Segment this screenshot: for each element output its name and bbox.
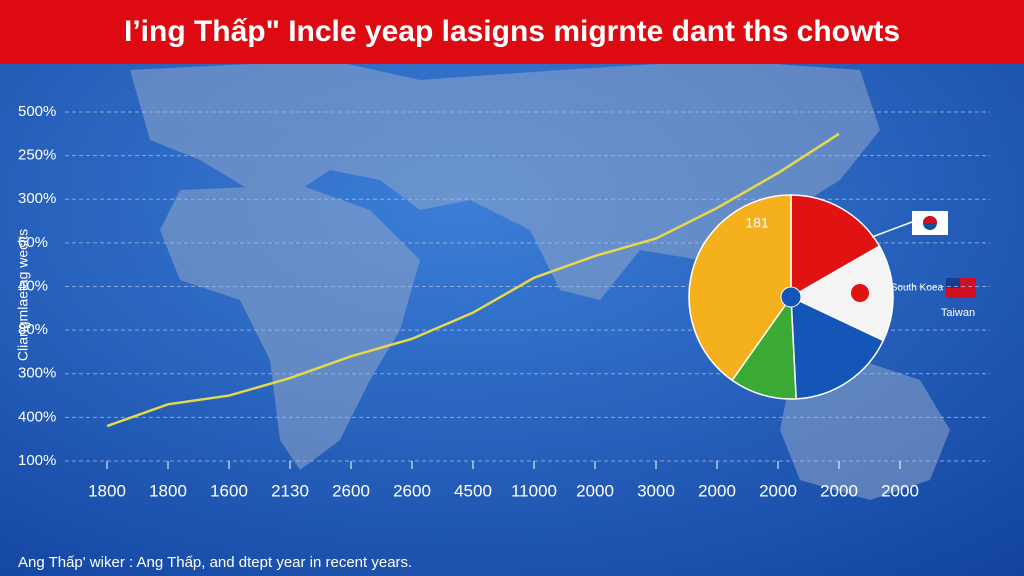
pie-label: South Koea [891, 283, 944, 294]
pointer [871, 221, 913, 238]
y-tick-label: 60% [18, 234, 48, 251]
pie-slice [731, 294, 797, 400]
flag-dot [851, 284, 869, 302]
x-tick-label: 1600 [210, 481, 248, 500]
x-tick-label: 2000 [881, 481, 919, 500]
x-tick-label: 2600 [332, 481, 370, 500]
title-bar [0, 0, 1024, 64]
x-tick-label: 3000 [637, 481, 675, 500]
chart-title: I’ing Thấp" Incle yeap lasigns migrnte d… [124, 15, 900, 48]
y-tick-label: 300% [18, 365, 56, 382]
x-tick-label: 1800 [149, 481, 187, 500]
x-tick-label: 11000 [511, 481, 557, 500]
footer: Ang Thấp' wiker : Ang Thấp, and dtept ye… [18, 554, 412, 571]
y-tick-label: 250% [18, 147, 56, 164]
pie-label: Taiwan [941, 307, 975, 319]
x-tick-label: 4500 [454, 481, 492, 500]
x-tick-label: 1800 [88, 481, 126, 500]
y-tick-label: 80% [18, 321, 48, 338]
x-tick-label: 2000 [698, 481, 736, 500]
pie-center [780, 286, 802, 308]
y-axis-label: Cliangmlaetag wecits [15, 229, 31, 361]
flags [912, 211, 976, 298]
x-tick-label: 2000 [759, 481, 797, 500]
y-tick-label: 300% [18, 190, 56, 207]
pie-slice [790, 295, 885, 400]
pie-slice [789, 245, 894, 342]
x-tick-label: 2000 [576, 481, 614, 500]
world-map [130, 60, 950, 500]
x-tick-label: 2600 [393, 481, 431, 500]
x-tick-label: 2130 [271, 481, 309, 500]
y-tick-label: 40% [18, 277, 48, 294]
pie-slice [688, 194, 792, 382]
y-tick-label: 400% [18, 408, 56, 425]
line-series [106, 132, 840, 428]
y-tick-label: 100% [18, 452, 56, 469]
x-tick-label: 2000 [820, 481, 858, 500]
pie-annotation: 181 [745, 215, 769, 231]
pie-slice [790, 194, 881, 299]
y-tick-label: 500% [18, 103, 56, 120]
